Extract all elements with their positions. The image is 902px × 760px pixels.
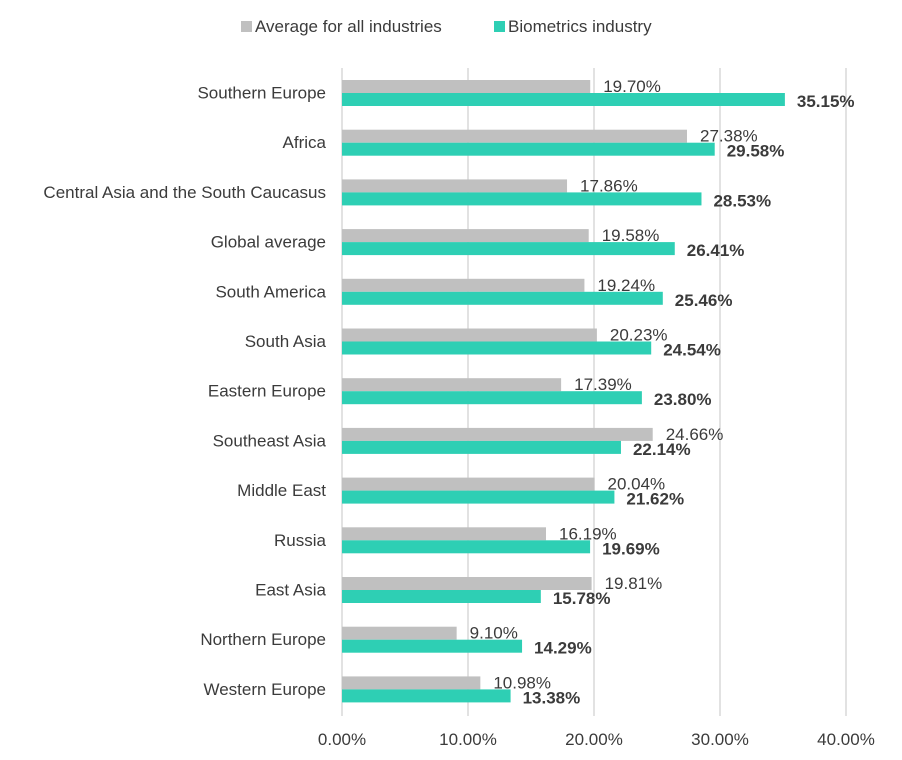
data-label-average: 9.10%	[470, 624, 518, 643]
category-label: Southern Europe	[197, 84, 326, 103]
data-label-average: 20.23%	[610, 326, 668, 345]
bar-average-all-industries	[342, 477, 595, 491]
bar-biometrics-industry	[342, 93, 785, 106]
data-label-average: 17.39%	[574, 375, 632, 394]
bar-biometrics-industry	[342, 391, 642, 405]
bar-average-all-industries	[342, 577, 592, 590]
legend-swatch-average	[241, 21, 252, 32]
legend-swatch-biometrics	[494, 21, 505, 32]
data-label-biometrics: 28.53%	[713, 191, 771, 210]
bar-average-all-industries	[342, 427, 653, 441]
category-label: South Asia	[245, 332, 327, 351]
bar-biometrics-industry	[342, 689, 511, 703]
data-label-average: 27.38%	[700, 127, 758, 146]
bar-biometrics-industry	[342, 440, 621, 454]
category-label: East Asia	[255, 581, 326, 600]
x-tick-label-0: 0.00%	[318, 730, 366, 749]
data-label-biometrics: 21.62%	[626, 490, 684, 509]
bar-average-all-industries	[342, 278, 585, 292]
bar-biometrics-industry	[342, 242, 675, 256]
category-label: Southeast Asia	[213, 431, 327, 450]
category-label: South America	[215, 282, 326, 301]
data-label-biometrics: 14.29%	[534, 639, 592, 658]
data-label-average: 20.04%	[608, 475, 666, 494]
bar-average-all-industries	[342, 328, 597, 342]
data-label-biometrics: 23.80%	[654, 390, 712, 409]
bar-biometrics-industry	[342, 142, 715, 156]
bar-biometrics-industry	[342, 639, 523, 653]
bar-biometrics-industry	[342, 490, 615, 504]
data-label-biometrics: 19.69%	[602, 539, 660, 558]
data-label-average: 16.19%	[559, 524, 617, 543]
category-label: Western Europe	[203, 680, 326, 699]
bar-average-all-industries	[342, 179, 568, 193]
bar-biometrics-industry	[342, 540, 591, 554]
x-tick-label-2: 20.00%	[565, 730, 623, 749]
category-label: Eastern Europe	[208, 382, 326, 401]
bar-biometrics-industry	[342, 590, 541, 603]
x-tick-label-4: 40.00%	[817, 730, 875, 749]
data-label-biometrics: 35.15%	[797, 92, 855, 111]
x-tick-label-3: 30.00%	[691, 730, 749, 749]
data-label-average: 19.81%	[605, 574, 663, 593]
category-label: Northern Europe	[200, 630, 326, 649]
category-label: Middle East	[237, 481, 326, 500]
bar-biometrics-industry	[342, 192, 702, 206]
bar-biometrics-industry	[342, 291, 663, 305]
data-label-biometrics: 13.38%	[523, 688, 581, 707]
data-label-biometrics: 22.14%	[633, 440, 691, 459]
bar-average-all-industries	[342, 676, 481, 690]
category-label: Central Asia and the South Caucasus	[43, 183, 326, 202]
data-label-average: 19.70%	[603, 77, 661, 96]
bar-average-all-industries	[342, 80, 591, 93]
legend-label-biometrics: Biometrics industry	[508, 17, 652, 36]
data-label-biometrics: 24.54%	[663, 341, 721, 360]
data-label-average: 19.58%	[602, 226, 660, 245]
data-label-biometrics: 15.78%	[553, 589, 611, 608]
legend-label-average: Average for all industries	[255, 17, 442, 36]
data-label-average: 10.98%	[493, 673, 551, 692]
bar-average-all-industries	[342, 527, 546, 541]
bar-average-all-industries	[342, 129, 687, 143]
category-label: Africa	[283, 133, 327, 152]
data-label-biometrics: 29.58%	[727, 142, 785, 161]
bar-average-all-industries	[342, 626, 457, 640]
x-tick-label-1: 10.00%	[439, 730, 497, 749]
data-label-biometrics: 25.46%	[675, 291, 733, 310]
bar-biometrics-industry	[342, 341, 652, 355]
category-label: Global average	[211, 233, 326, 252]
bar-average-all-industries	[342, 229, 589, 243]
category-label: Russia	[274, 531, 327, 550]
data-label-average: 24.66%	[666, 425, 724, 444]
data-label-average: 19.24%	[597, 276, 655, 295]
data-label-biometrics: 26.41%	[687, 241, 745, 260]
bar-average-all-industries	[342, 378, 562, 392]
data-label-average: 17.86%	[580, 176, 638, 195]
